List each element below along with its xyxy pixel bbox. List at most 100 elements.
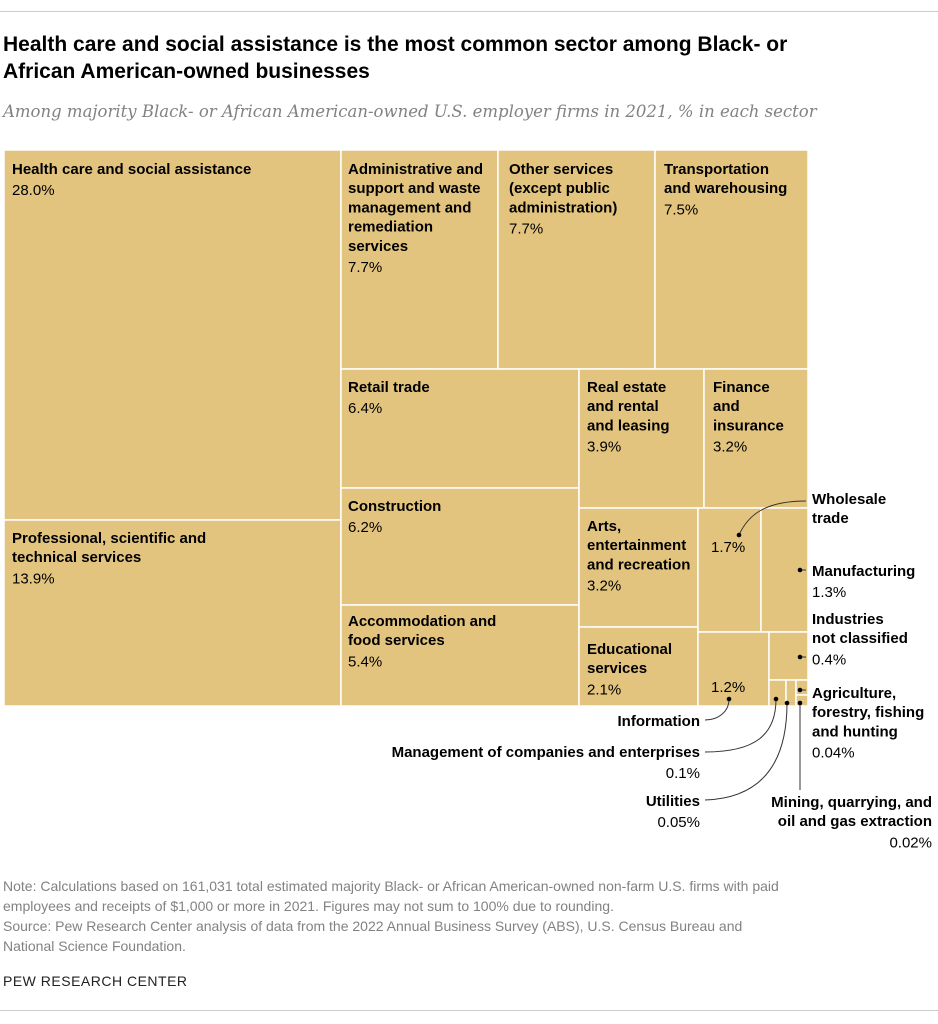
tile-transportation-and-warehousing bbox=[654, 149, 809, 370]
label-line: Accommodation and bbox=[348, 613, 496, 630]
value-arts-entertainment-and-recreation: 3.2% bbox=[587, 578, 621, 595]
tile-construction bbox=[340, 487, 580, 606]
note-line-1: Note: Calculations based on 161,031 tota… bbox=[3, 878, 779, 894]
leader-wholesale-trade bbox=[738, 500, 807, 536]
tile-agriculture-forestry-fishing-and-hunting bbox=[795, 679, 809, 696]
treemap-tiles bbox=[3, 149, 809, 707]
label-line: Utilities bbox=[646, 793, 700, 810]
value-mining-quarrying-and-oil-and-gas-extraction: 0.02% bbox=[889, 834, 932, 851]
label-line: Industries bbox=[812, 611, 884, 628]
label-real-estate-and-rental-and-leasing: Real estate and rental and leasing bbox=[587, 379, 670, 434]
label-line: (except public bbox=[509, 180, 610, 197]
label-wholesale-trade: Wholesale trade bbox=[812, 491, 886, 527]
tile-health-care-and-social-assistance bbox=[3, 149, 342, 521]
value-retail-trade: 6.4% bbox=[348, 400, 382, 417]
value-other-services-except-public-administration: 7.7% bbox=[509, 221, 543, 238]
label-line: forestry, fishing bbox=[812, 704, 924, 721]
label-line: Manufacturing bbox=[812, 563, 915, 580]
label-line: Administrative and bbox=[348, 161, 483, 178]
tile-accommodation-and-food-services bbox=[340, 604, 580, 707]
value-finance-and-insurance: 3.2% bbox=[713, 439, 747, 456]
label-educational-services: Educational services bbox=[587, 641, 672, 677]
value-wholesale-trade: 1.7% bbox=[711, 539, 745, 556]
treemap-chart: Health care and social assistance 28.0% Pr… bbox=[3, 149, 932, 851]
label-other-services-except-public-administration: Other services (except public administrati… bbox=[509, 161, 617, 216]
label-line: remediation bbox=[348, 219, 433, 236]
label-line: Professional, scientific and bbox=[12, 530, 206, 547]
label-management-of-companies-and-enterprises: Management of companies and enterprises bbox=[392, 744, 700, 761]
value-manufacturing: 1.3% bbox=[812, 584, 846, 601]
label-line: support and waste bbox=[348, 180, 481, 197]
value-information: 1.2% bbox=[711, 679, 745, 696]
label-industries-not-classified: Industries not classified bbox=[812, 611, 908, 647]
label-transportation-and-warehousing: Transportation and warehousing bbox=[664, 161, 787, 197]
label-professional-scientific-and-technical-services: Professional, scientific and technical se… bbox=[12, 530, 206, 566]
value-management-of-companies-and-enterprises: 0.1% bbox=[666, 765, 700, 782]
note-line-3: Source: Pew Research Center analysis of … bbox=[3, 918, 743, 934]
label-mining-quarrying-and-oil-and-gas-extraction: Mining, quarrying, and oil and gas extrac… bbox=[771, 794, 932, 830]
label-construction: Construction bbox=[348, 498, 441, 515]
leader-dot-wholesale-trade bbox=[736, 532, 742, 538]
value-agriculture-forestry-fishing-and-hunting: 0.04% bbox=[812, 745, 855, 762]
chart-note: Note: Calculations based on 161,031 tota… bbox=[3, 876, 903, 956]
chart-subtitle: Among majority Black- or African America… bbox=[3, 102, 817, 121]
title-line-2: African American-owned businesses bbox=[3, 60, 370, 83]
tile-management-of-companies-and-enterprises bbox=[768, 679, 787, 707]
label-line: and bbox=[713, 398, 740, 415]
leader-information bbox=[704, 698, 730, 721]
value-professional-scientific-and-technical-services: 13.9% bbox=[12, 570, 55, 587]
chart-title: Health care and social assistance is the… bbox=[3, 31, 933, 85]
leader-dot-industries-not-classified bbox=[797, 654, 803, 660]
label-line: trade bbox=[812, 510, 849, 527]
label-line: Real estate bbox=[587, 379, 666, 396]
leader-management-of-companies-and-enterprises bbox=[704, 698, 777, 753]
tile-arts-entertainment-and-recreation bbox=[578, 507, 699, 628]
bottom-rule bbox=[0, 1010, 938, 1011]
label-line: and rental bbox=[587, 398, 659, 415]
label-agriculture-forestry-fishing-and-hunting: Agriculture, forestry, fishing and hunting bbox=[812, 685, 924, 740]
value-transportation-and-warehousing: 7.5% bbox=[664, 201, 698, 218]
value-accommodation-and-food-services: 5.4% bbox=[348, 653, 382, 670]
leader-dot-mining-quarrying-and-oil-and-gas-extraction bbox=[797, 700, 803, 706]
label-utilities: Utilities bbox=[646, 793, 700, 810]
tile-real-estate-and-rental-and-leasing bbox=[578, 368, 705, 509]
leader-utilities bbox=[704, 702, 788, 801]
label-line: Transportation bbox=[664, 161, 769, 178]
label-line: entertainment bbox=[587, 537, 686, 554]
label-line: Management of companies and enterprises bbox=[392, 744, 700, 761]
leader-dot-utilities bbox=[784, 700, 790, 706]
label-finance-and-insurance: Finance and insurance bbox=[713, 379, 784, 434]
note-line-2: employees and receipts of $1,000 or more… bbox=[3, 898, 614, 914]
label-health-care-and-social-assistance: Health care and social assistance bbox=[12, 161, 251, 178]
value-real-estate-and-rental-and-leasing: 3.9% bbox=[587, 439, 621, 456]
leader-dot-management-of-companies-and-enterprises bbox=[773, 696, 779, 702]
tile-finance-and-insurance bbox=[703, 368, 809, 509]
label-line: Mining, quarrying, and bbox=[771, 794, 932, 811]
tile-wholesale-trade bbox=[697, 507, 762, 633]
value-utilities: 0.05% bbox=[657, 814, 700, 831]
label-line: food services bbox=[348, 632, 445, 649]
value-health-care-and-social-assistance: 28.0% bbox=[12, 182, 55, 199]
tile-educational-services bbox=[578, 626, 699, 707]
label-line: and hunting bbox=[812, 723, 898, 740]
leader-dot-agriculture-forestry-fishing-and-hunting bbox=[797, 687, 803, 693]
label-line: Other services bbox=[509, 161, 613, 178]
tile-mining-quarrying-and-oil-and-gas-extraction bbox=[795, 694, 809, 707]
label-line: Wholesale bbox=[812, 491, 886, 508]
leader-dot-manufacturing bbox=[797, 567, 803, 573]
label-line: Finance bbox=[713, 379, 770, 396]
label-line: oil and gas extraction bbox=[778, 813, 932, 830]
label-line: technical services bbox=[12, 549, 141, 566]
value-administrative-and-support-and-waste-management-and-remediation-services: 7.7% bbox=[348, 259, 382, 276]
label-line: insurance bbox=[713, 417, 784, 434]
label-line: not classified bbox=[812, 630, 908, 647]
label-line: services bbox=[587, 660, 647, 677]
label-information: Information bbox=[618, 713, 701, 730]
label-line: Construction bbox=[348, 498, 441, 515]
value-educational-services: 2.1% bbox=[587, 681, 621, 698]
label-line: and warehousing bbox=[664, 180, 787, 197]
note-line-4: National Science Foundation. bbox=[3, 938, 186, 954]
label-line: services bbox=[348, 238, 408, 255]
value-construction: 6.2% bbox=[348, 519, 382, 536]
label-line: administration) bbox=[509, 199, 617, 216]
